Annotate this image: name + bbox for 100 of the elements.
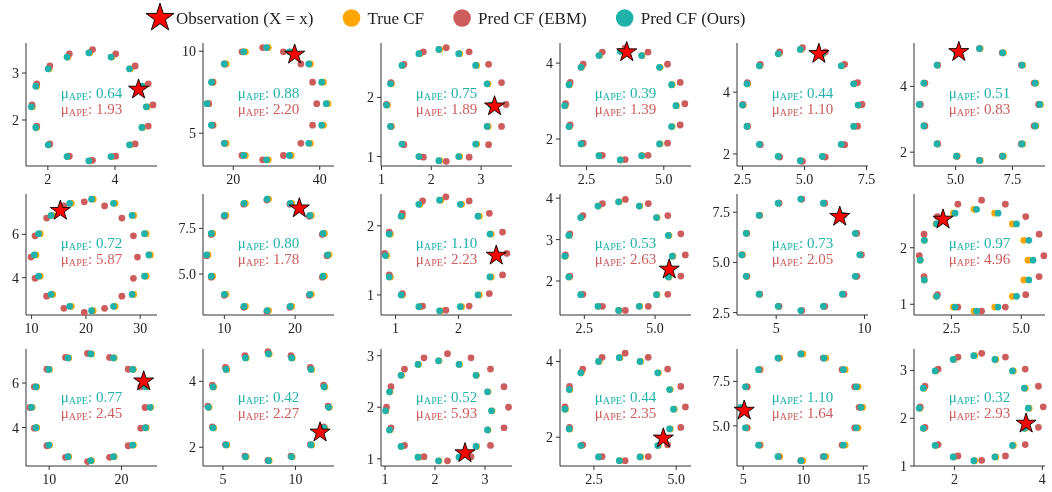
y-tick-label: 1 [900, 459, 907, 474]
x-tick-label: 5.0 [946, 172, 965, 187]
annotation: μ$_{APE}$: 1.78 [237, 251, 300, 269]
legend-label: Pred CF (Ours) [640, 9, 746, 28]
annotation: μ$_{APE}$: 1.64 [771, 404, 834, 422]
annotation: μ$_{APE}$: 2.27 [237, 404, 300, 422]
annotation: μ$_{APE}$: 0.97 [948, 235, 1011, 253]
annotation: μ$_{APE}$: 2.63 [594, 251, 657, 269]
y-tick-label: 4 [546, 56, 553, 72]
y-tick-label: 5.0 [712, 255, 730, 271]
annotation: μ$_{APE}$: 1.89 [415, 101, 478, 119]
y-tick-label: 3 [900, 363, 907, 379]
y-tick-label: 4 [723, 85, 730, 101]
annotation: μ$_{APE}$: 0.44 [594, 388, 657, 406]
x-tick-label: 2 [427, 172, 435, 187]
x-tick-label: 4 [1038, 472, 1046, 487]
y-tick-label: 7.5 [712, 205, 730, 221]
annotation: μ$_{APE}$: 0.88 [237, 85, 300, 103]
annotation: μ$_{APE}$: 0.44 [771, 85, 834, 103]
legend-label: True CF [367, 9, 425, 28]
y-tick-label: 3 [367, 348, 374, 364]
y-tick-label: 2 [900, 145, 907, 161]
x-tick-label: 5.0 [1012, 321, 1031, 336]
x-tick-label: 3 [477, 172, 485, 187]
annotation: μ$_{APE}$: 2.45 [60, 404, 123, 422]
annotation: μ$_{APE}$: 0.72 [60, 235, 123, 253]
y-tick-label: 2 [12, 112, 19, 128]
x-tick-label: 15 [856, 472, 871, 487]
x-tick-label: 5.0 [646, 321, 664, 336]
annotation: μ$_{APE}$: 2.93 [948, 404, 1011, 422]
x-tick-label: 5.0 [667, 472, 685, 487]
annotation: μ$_{APE}$: 1.10 [771, 388, 834, 406]
y-tick-label: 10 [182, 44, 196, 60]
x-tick-label: 2 [44, 172, 52, 187]
x-tick-label: 2.5 [585, 472, 603, 487]
y-tick-label: 1 [900, 297, 907, 313]
y-tick-label: 4 [12, 270, 19, 286]
y-tick-label: 2 [546, 430, 553, 446]
x-tick-label: 10 [288, 472, 303, 487]
annotation: μ$_{APE}$: 0.52 [415, 388, 478, 406]
y-tick-label: 5.0 [712, 418, 730, 434]
y-tick-label: 6 [12, 376, 19, 392]
x-tick-label: 1 [391, 321, 399, 336]
annotation: μ$_{APE}$: 0.83 [948, 101, 1011, 119]
x-tick-label: 2.5 [575, 321, 594, 336]
x-tick-label: 2.5 [577, 172, 596, 187]
x-tick-label: 5.0 [655, 172, 673, 187]
x-tick-label: 3 [481, 472, 489, 487]
y-tick-label: 1 [367, 149, 374, 165]
y-tick-label: 4 [546, 354, 553, 370]
y-tick-label: 2.5 [712, 305, 730, 321]
x-tick-label: 20 [288, 321, 303, 336]
annotation: μ$_{APE}$: 1.10 [771, 101, 834, 119]
y-tick-label: 4 [900, 79, 907, 95]
x-tick-label: 10 [796, 472, 811, 487]
annotation: μ$_{APE}$: 2.20 [237, 101, 300, 119]
annotation: μ$_{APE}$: 5.93 [415, 404, 478, 422]
y-tick-label: 2 [723, 146, 730, 162]
x-tick-label: 7.5 [857, 172, 876, 187]
y-tick-label: 4 [189, 374, 196, 390]
x-tick-label: 5 [219, 472, 227, 487]
y-tick-label: 5.0 [178, 267, 196, 283]
y-tick-label: 4 [12, 420, 19, 436]
x-tick-label: 2.5 [942, 321, 961, 336]
x-tick-label: 2 [431, 472, 439, 487]
annotation: μ$_{APE}$: 1.39 [594, 101, 657, 119]
legend-label: Pred CF (EBM) [478, 9, 587, 28]
y-tick-label: 2 [900, 411, 907, 427]
annotation: μ$_{APE}$: 0.64 [60, 85, 123, 103]
annotation: μ$_{APE}$: 0.32 [948, 388, 1011, 406]
y-tick-label: 2 [189, 440, 196, 456]
x-tick-label: 10 [42, 472, 57, 487]
annotation: μ$_{APE}$: 4.96 [948, 251, 1011, 269]
y-tick-label: 2 [546, 132, 553, 148]
y-tick-label: 1 [367, 451, 374, 467]
y-tick-label: 2 [367, 218, 374, 234]
annotation: μ$_{APE}$: 0.75 [415, 85, 478, 103]
annotation: μ$_{APE}$: 0.73 [771, 235, 834, 253]
annotation: μ$_{APE}$: 2.23 [415, 251, 478, 269]
x-tick-label: 2 [454, 321, 462, 336]
y-tick-label: 3 [12, 66, 19, 82]
y-tick-label: 7.5 [178, 221, 196, 237]
y-tick-label: 7.5 [712, 374, 730, 390]
annotation: μ$_{APE}$: 0.53 [594, 235, 657, 253]
x-tick-label: 5 [739, 472, 747, 487]
annotation: μ$_{APE}$: 0.51 [948, 85, 1011, 103]
y-tick-label: 2 [546, 274, 553, 290]
x-tick-label: 10 [857, 321, 872, 336]
annotation: μ$_{APE}$: 2.35 [594, 404, 657, 422]
x-tick-label: 5 [772, 321, 780, 336]
x-tick-label: 2 [950, 472, 958, 487]
x-tick-label: 4 [111, 172, 119, 187]
y-tick-label: 4 [546, 191, 553, 207]
annotation: μ$_{APE}$: 1.93 [60, 101, 123, 119]
annotation: μ$_{APE}$: 0.39 [594, 85, 657, 103]
x-tick-label: 1 [378, 172, 385, 187]
annotation: μ$_{APE}$: 1.10 [415, 235, 478, 253]
x-tick-label: 10 [24, 321, 39, 336]
x-tick-label: 30 [133, 321, 148, 336]
x-tick-label: 20 [226, 172, 241, 187]
